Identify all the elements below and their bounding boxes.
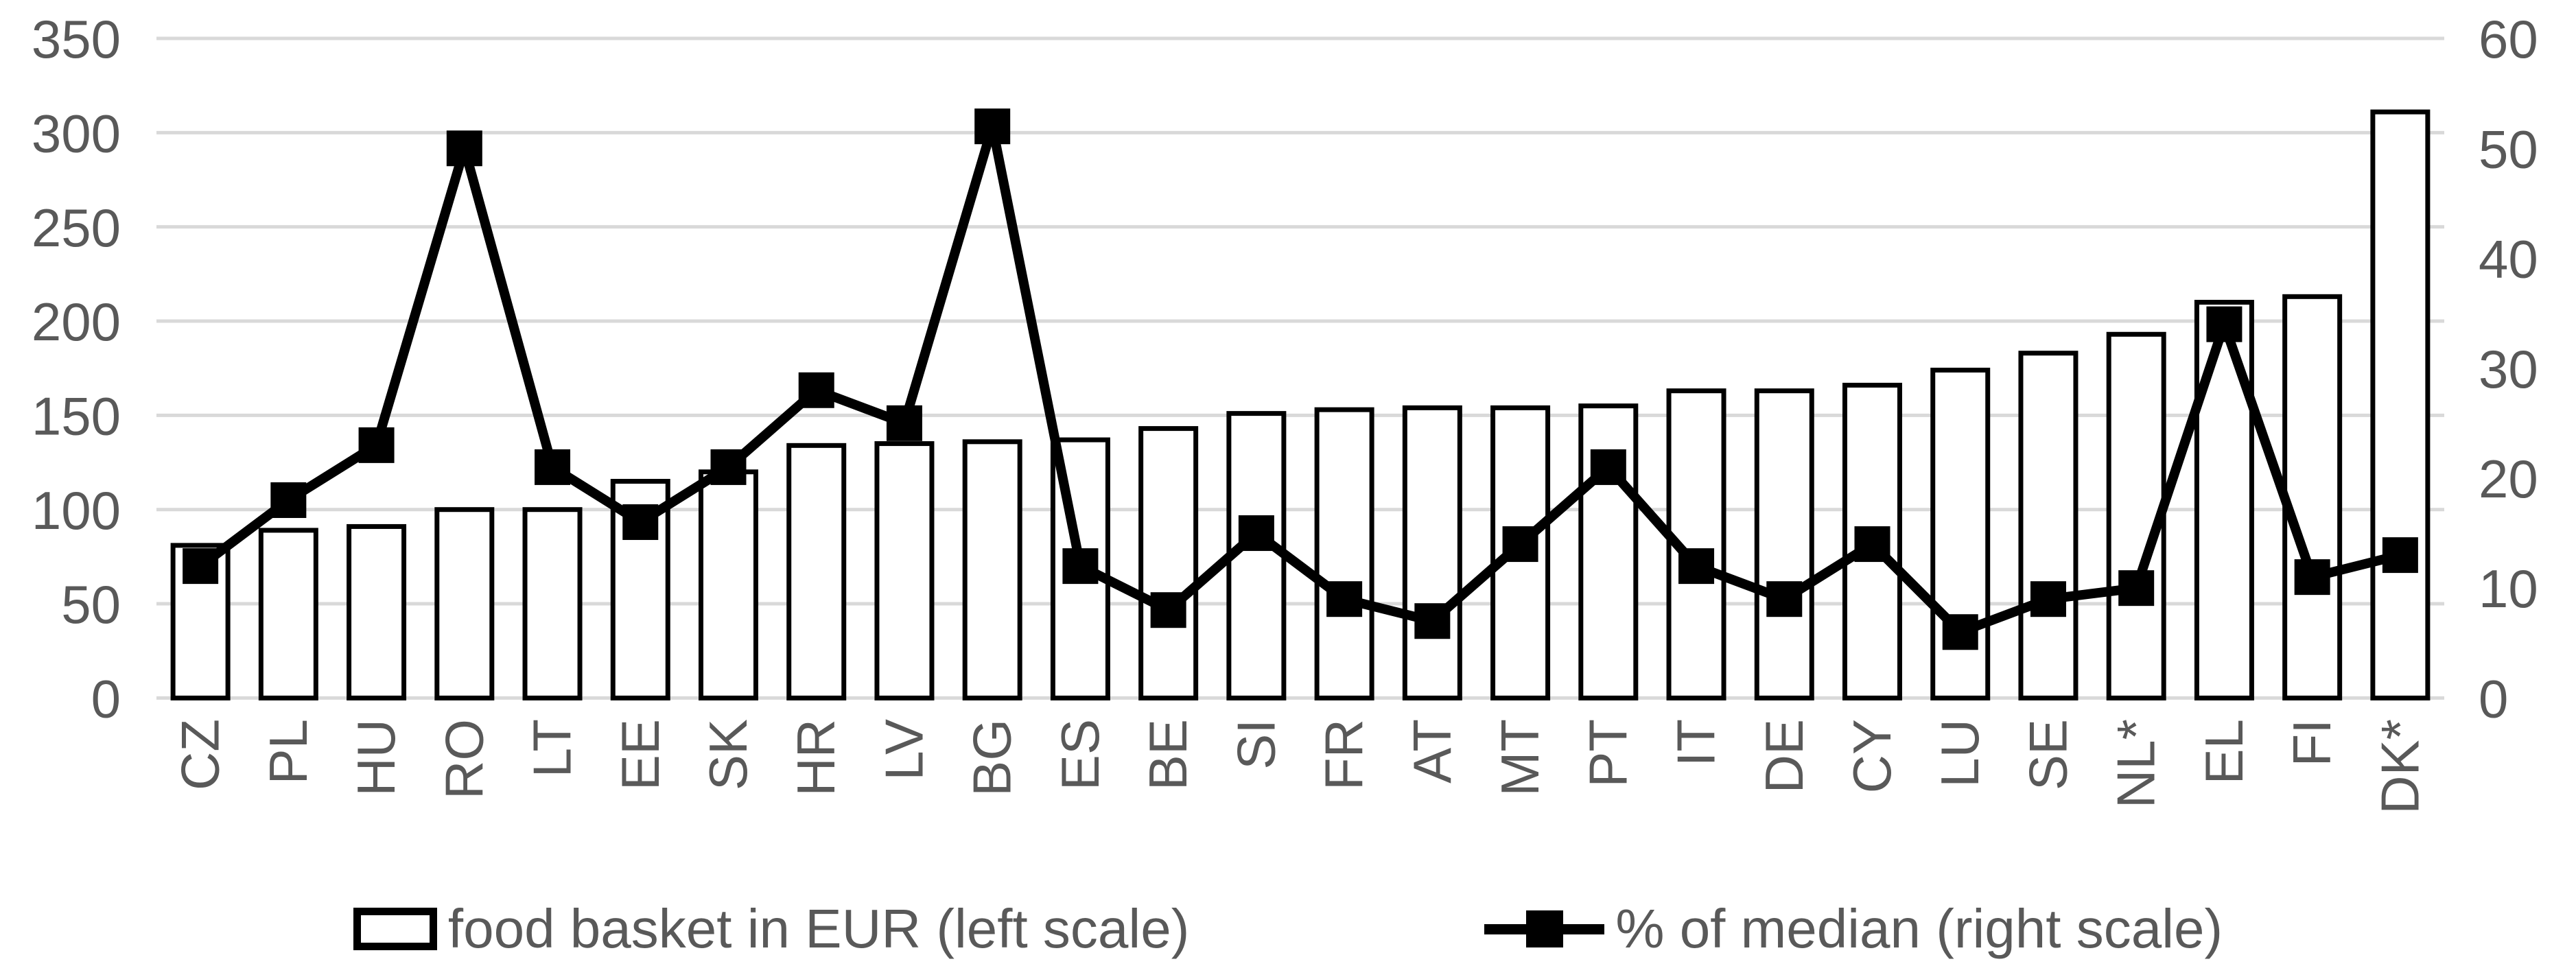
bar-PL [258,528,318,700]
x-label-DE: DE [1754,719,1814,793]
bar-series-swatch [353,908,437,950]
y-right-tick-40: 40 [2479,229,2538,290]
marker-BE [1150,592,1186,628]
x-label-PT: PT [1578,719,1638,788]
y-left-tick-300: 300 [32,103,121,163]
x-label-CY: CY [1842,719,1902,793]
y-right-tick-10: 10 [2479,558,2538,619]
x-label-FI: FI [2282,719,2342,766]
legend: food basket in EUR (left scale) % of med… [0,902,2576,956]
marker-DK* [2382,537,2418,574]
bar-SE [2018,351,2079,700]
legend-item-food-basket: food basket in EUR (left scale) [353,902,1189,956]
marker-PL [270,482,307,518]
x-label-SK: SK [698,719,758,790]
marker-ES [1062,548,1099,585]
marker-MT [1502,526,1538,563]
y-left-tick-150: 150 [32,386,121,446]
x-label-BE: BE [1138,719,1198,790]
y-right-tick-60: 60 [2479,9,2538,69]
marker-HU [358,427,395,463]
marker-FI [2294,559,2330,596]
marker-FR [1326,581,1363,617]
x-label-IT: IT [1666,719,1726,766]
x-label-DK*: DK* [2369,719,2430,814]
x-label-SI: SI [1226,719,1286,770]
bar-RO [434,507,495,700]
line-series-swatch [1484,907,1605,951]
x-label-EL: EL [2194,719,2254,784]
y-left-tick-50: 50 [61,574,121,635]
x-label-RO: RO [434,719,494,799]
marker-LU [1942,614,1978,650]
y-left-tick-350: 350 [32,9,121,69]
x-label-HU: HU [346,719,406,797]
bar-LT [522,507,583,700]
x-label-SE: SE [2017,719,2078,790]
marker-HR [798,372,834,408]
y-right-tick-30: 30 [2479,339,2538,399]
bar-series-label: food basket in EUR (left scale) [447,898,1190,959]
x-label-PL: PL [258,719,318,784]
bar-AT [1402,405,1462,700]
line-series-label: % of median (right scale) [1615,898,2223,959]
y-left-tick-100: 100 [32,480,121,541]
marker-CZ [183,548,219,585]
marker-PT [1590,449,1626,485]
marker-IT [1678,548,1715,585]
x-label-NL*: NL* [2106,719,2166,808]
line-swatch-marker [1525,910,1563,947]
bar-BE [1138,426,1199,700]
x-label-LU: LU [1930,719,1990,788]
marker-SI [1238,515,1274,552]
bar-DE [1754,388,1814,700]
bar-EL [2194,300,2254,700]
y-right-tick-50: 50 [2479,119,2538,179]
y-right-tick-0: 0 [2479,668,2508,729]
marker-NL* [2118,570,2155,606]
marker-SK [710,449,747,485]
marker-LV [886,405,922,441]
x-label-AT: AT [1402,719,1462,784]
y-left-tick-200: 200 [32,292,121,352]
marker-CY [1854,526,1890,563]
y-left-tick-0: 0 [91,668,121,729]
x-label-LT: LT [522,719,583,777]
marker-LT [535,449,571,485]
bar-BG [962,439,1022,700]
x-label-FR: FR [1314,719,1374,790]
bar-SK [699,469,758,700]
marker-DE [1766,581,1803,617]
marker-RO [446,130,482,167]
marker-EL [2206,306,2243,342]
x-label-HR: HR [786,719,846,797]
bar-HU [347,523,407,700]
marker-BG [974,108,1011,145]
bar-HR [786,443,847,700]
x-label-LV: LV [874,719,934,781]
x-label-BG: BG [962,719,1022,797]
legend-item-percent-median: % of median (right scale) [1484,902,2223,956]
bar-LV [874,441,935,700]
y-left-tick-250: 250 [32,198,121,258]
x-label-MT: MT [1490,719,1550,797]
x-label-EE: EE [610,719,670,790]
marker-AT [1414,603,1451,639]
x-label-ES: ES [1050,719,1110,790]
marker-EE [622,504,659,541]
y-right-tick-20: 20 [2479,449,2538,509]
bar-FI [2282,294,2343,700]
x-label-CZ: CZ [170,719,231,790]
marker-SE [2030,581,2066,617]
bar-FR [1314,407,1374,700]
bar-DK* [2370,109,2431,700]
